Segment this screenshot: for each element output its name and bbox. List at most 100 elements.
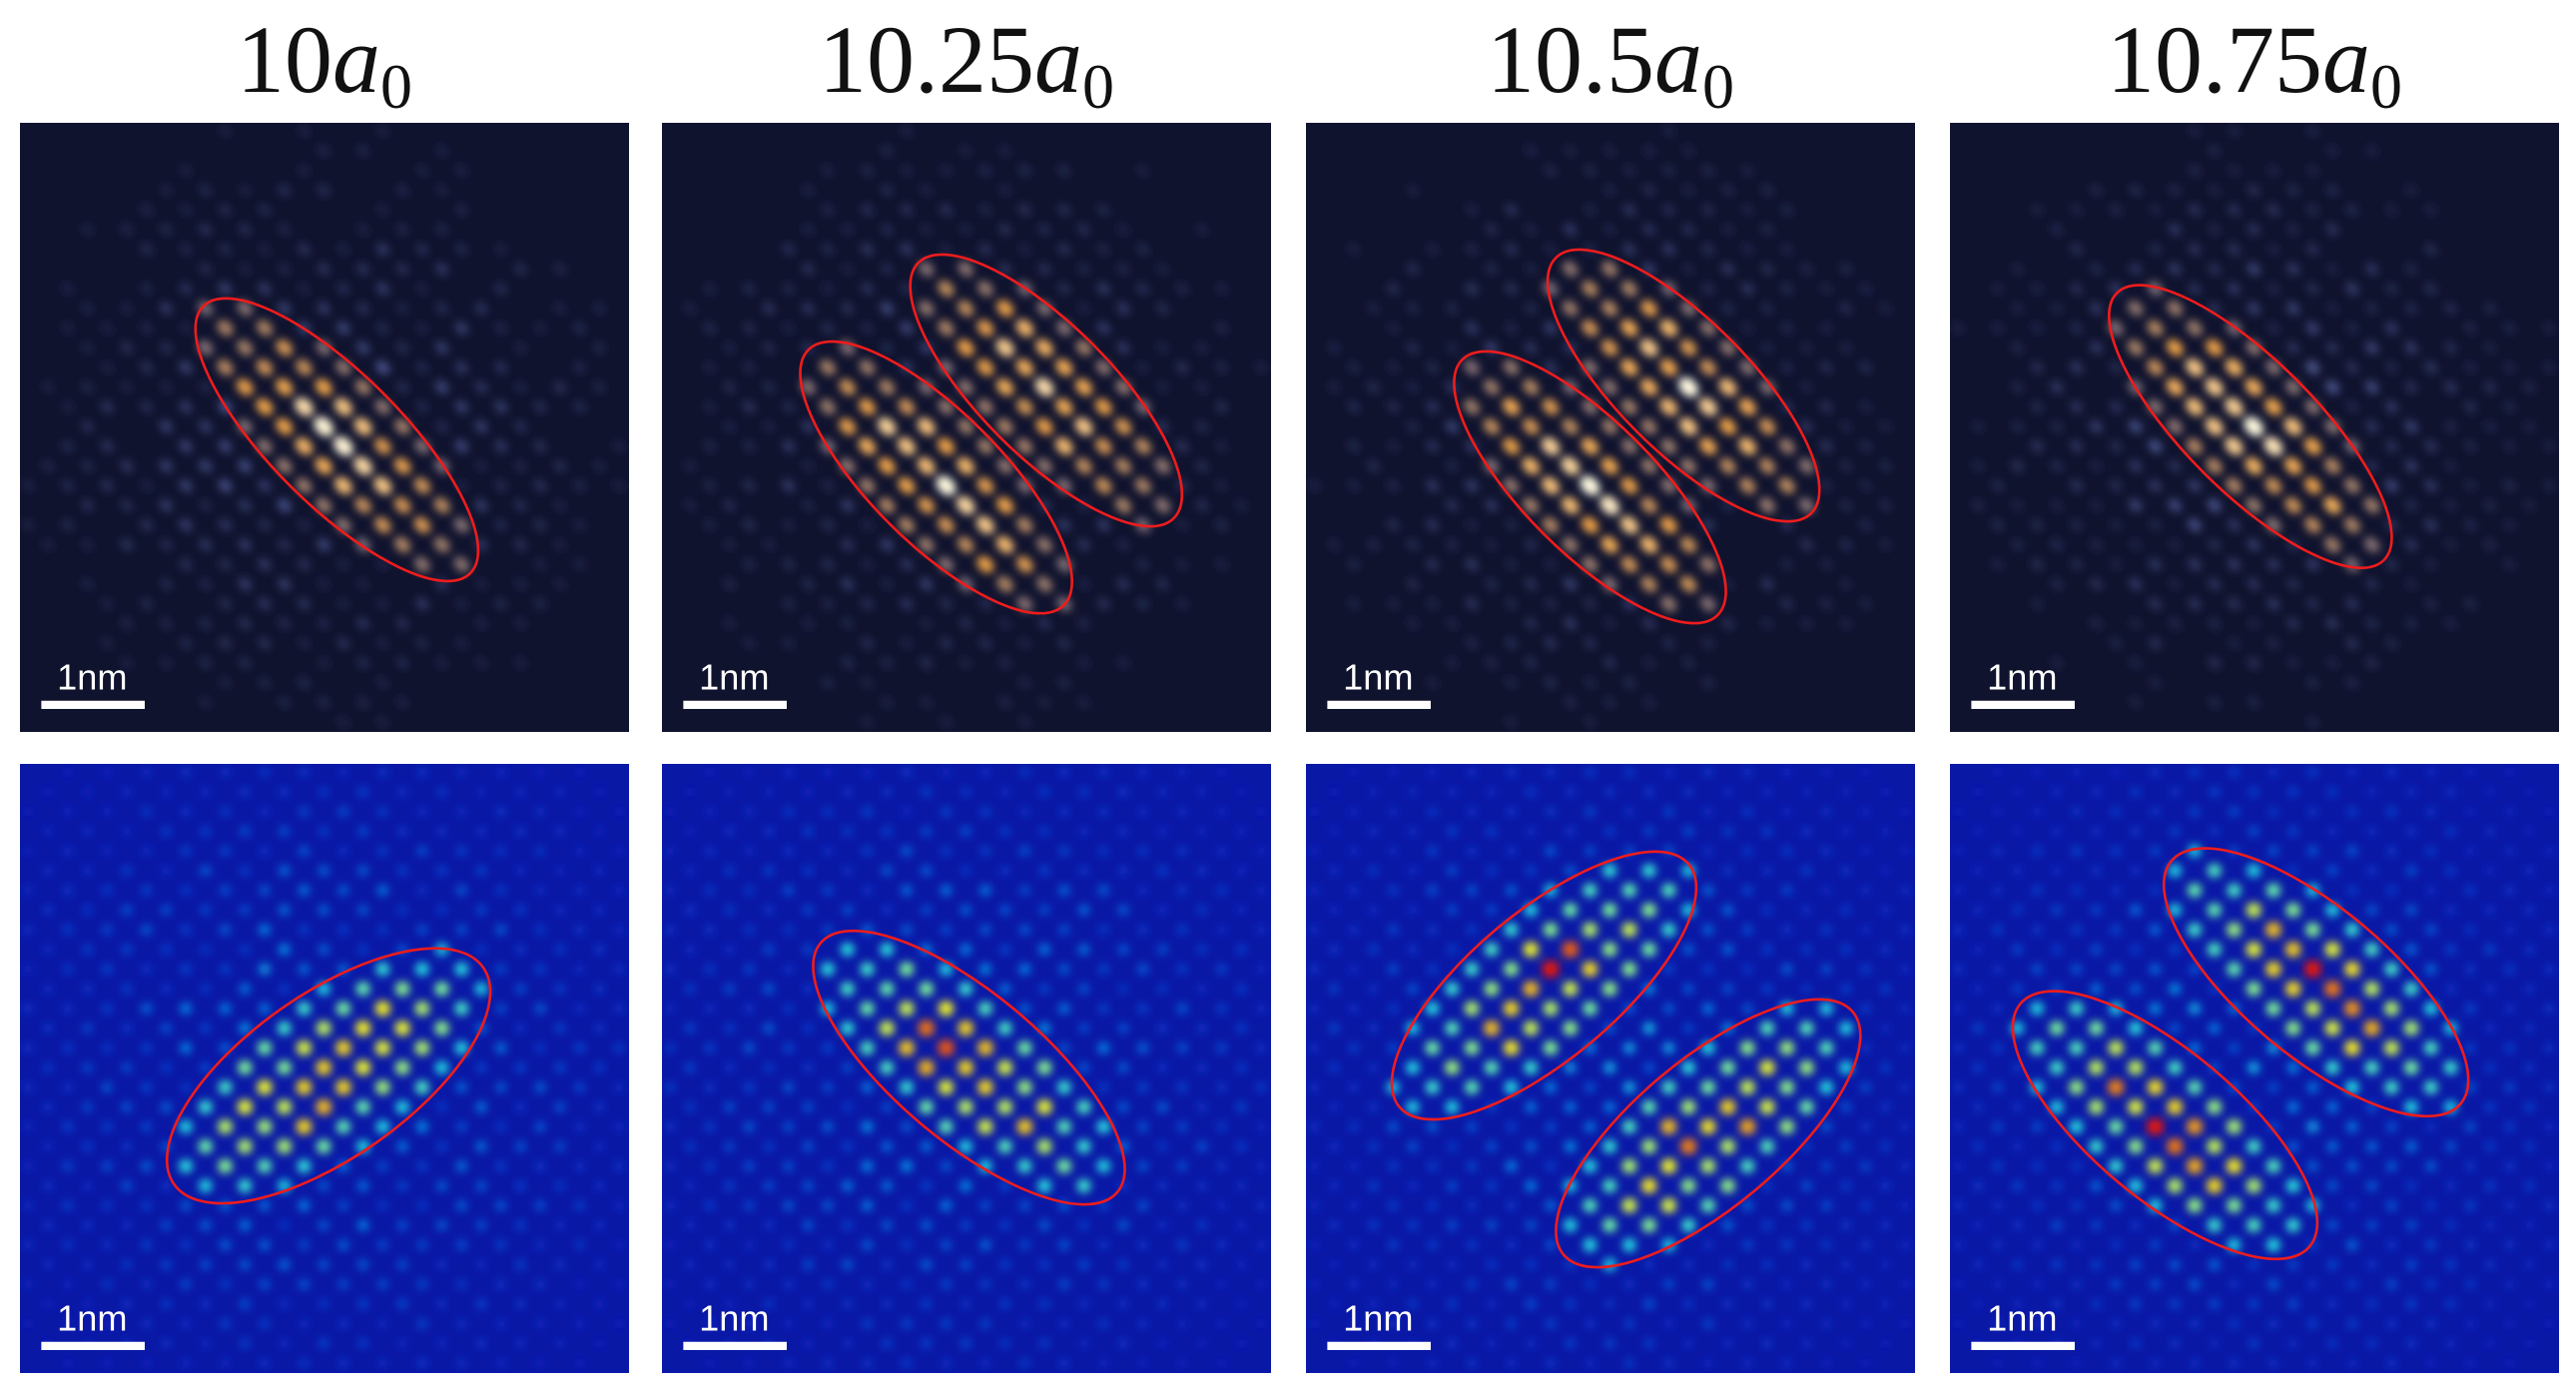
intensity-spot: [822, 806, 834, 817]
intensity-spot: [1077, 223, 1091, 237]
intensity-spot: [414, 1040, 429, 1055]
intensity-spot: [1992, 1318, 2003, 1329]
intensity-spot: [357, 904, 369, 916]
intensity-spot: [1097, 1041, 1110, 1054]
intensity-spot: [355, 1099, 370, 1114]
intensity-spot: [494, 243, 507, 256]
intensity-spot: [1096, 321, 1111, 336]
intensity-spot: [1076, 537, 1091, 552]
intensity-spot: [1504, 923, 1519, 937]
intensity-spot: [684, 1180, 696, 1191]
intensity-spot: [1504, 962, 1519, 977]
intensity-spot: [2325, 144, 2339, 158]
intensity-spot: [801, 302, 815, 316]
intensity-spot: [1386, 360, 1400, 374]
intensity-spot: [1524, 302, 1538, 316]
intensity-spot: [1117, 1061, 1129, 1073]
intensity-spot: [553, 380, 567, 394]
intensity-spot: [1348, 1318, 1359, 1329]
intensity-spot: [1880, 1298, 1891, 1309]
intensity-spot: [918, 496, 936, 514]
intensity-spot: [763, 905, 775, 916]
intensity-spot: [121, 1180, 133, 1192]
intensity-spot: [376, 715, 389, 729]
intensity-spot: [1582, 280, 1599, 298]
intensity-spot: [861, 558, 874, 571]
intensity-spot: [977, 1119, 993, 1134]
intensity-spot: [279, 1298, 290, 1310]
intensity-spot: [1465, 478, 1479, 493]
intensity-spot: [2425, 1160, 2437, 1172]
intensity-spot: [277, 301, 292, 316]
intensity-spot: [1972, 826, 1983, 837]
intensity-spot: [1700, 1080, 1715, 1094]
intensity-spot: [200, 786, 211, 798]
intensity-spot: [763, 1259, 775, 1270]
intensity-spot: [901, 845, 913, 857]
intensity-spot: [2386, 767, 2397, 778]
intensity-spot: [665, 885, 676, 896]
intensity-spot: [803, 1338, 814, 1349]
intensity-spot: [1446, 865, 1458, 877]
highlight-ellipse: [1546, 248, 1821, 523]
intensity-spot: [1992, 1239, 2003, 1250]
intensity-spot: [2344, 1040, 2360, 1055]
intensity-spot: [515, 983, 526, 995]
intensity-spot: [161, 786, 172, 798]
intensity-spot: [783, 1003, 794, 1015]
intensity-spot: [1564, 1140, 1577, 1152]
intensity-spot: [1427, 806, 1438, 817]
panel-title: 10.25a0: [819, 6, 1114, 122]
intensity-spot: [1721, 498, 1734, 512]
intensity-spot: [1525, 1219, 1537, 1231]
intensity-spot: [614, 1279, 625, 1290]
intensity-spot: [2188, 478, 2202, 493]
intensity-spot: [1781, 806, 1792, 817]
intensity-spot: [296, 477, 313, 494]
intensity-spot: [2227, 597, 2242, 611]
intensity-spot: [1972, 1259, 1984, 1270]
intensity-spot: [2070, 203, 2083, 217]
intensity-spot: [2071, 1200, 2082, 1211]
intensity-spot: [2542, 322, 2556, 335]
intensity-spot: [179, 636, 193, 650]
intensity-spot: [534, 1003, 546, 1015]
intensity-spot: [1157, 1338, 1168, 1349]
intensity-spot: [1900, 1279, 1911, 1290]
intensity-spot: [2286, 1100, 2299, 1113]
intensity-spot: [1564, 1218, 1578, 1232]
intensity-spot: [1641, 1218, 1656, 1232]
intensity-spot: [1348, 1358, 1359, 1369]
intensity-spot: [763, 1101, 775, 1113]
intensity-spot: [2325, 263, 2339, 276]
intensity-spot: [375, 962, 389, 977]
intensity-spot: [723, 498, 736, 512]
intensity-spot: [1991, 518, 2005, 532]
intensity-spot: [2424, 360, 2438, 374]
intensity-spot: [1236, 1219, 1247, 1231]
intensity-spot: [995, 535, 1014, 554]
intensity-spot: [515, 826, 526, 837]
intensity-spot: [802, 1140, 814, 1152]
intensity-spot: [1503, 477, 1520, 494]
intensity-spot: [1781, 1358, 1792, 1369]
intensity-spot: [2130, 1298, 2142, 1310]
intensity-spot: [554, 1140, 566, 1152]
intensity-spot: [1176, 1003, 1188, 1015]
intensity-spot: [179, 243, 193, 256]
intensity-spot: [1860, 1160, 1872, 1172]
intensity-spot: [199, 419, 213, 433]
intensity-spot: [494, 478, 508, 492]
intensity-spot: [337, 924, 349, 936]
intensity-spot: [2130, 1259, 2142, 1270]
intensity-spot: [1348, 1239, 1359, 1250]
intensity-spot: [217, 320, 234, 337]
intensity-spot: [2463, 479, 2477, 492]
intensity-spot: [1621, 1158, 1637, 1173]
intensity-spot: [1077, 577, 1090, 591]
intensity-spot: [396, 1180, 408, 1191]
intensity-spot: [1196, 1219, 1208, 1231]
intensity-spot: [880, 144, 894, 158]
intensity-spot: [239, 1258, 251, 1271]
intensity-spot: [1524, 617, 1538, 630]
